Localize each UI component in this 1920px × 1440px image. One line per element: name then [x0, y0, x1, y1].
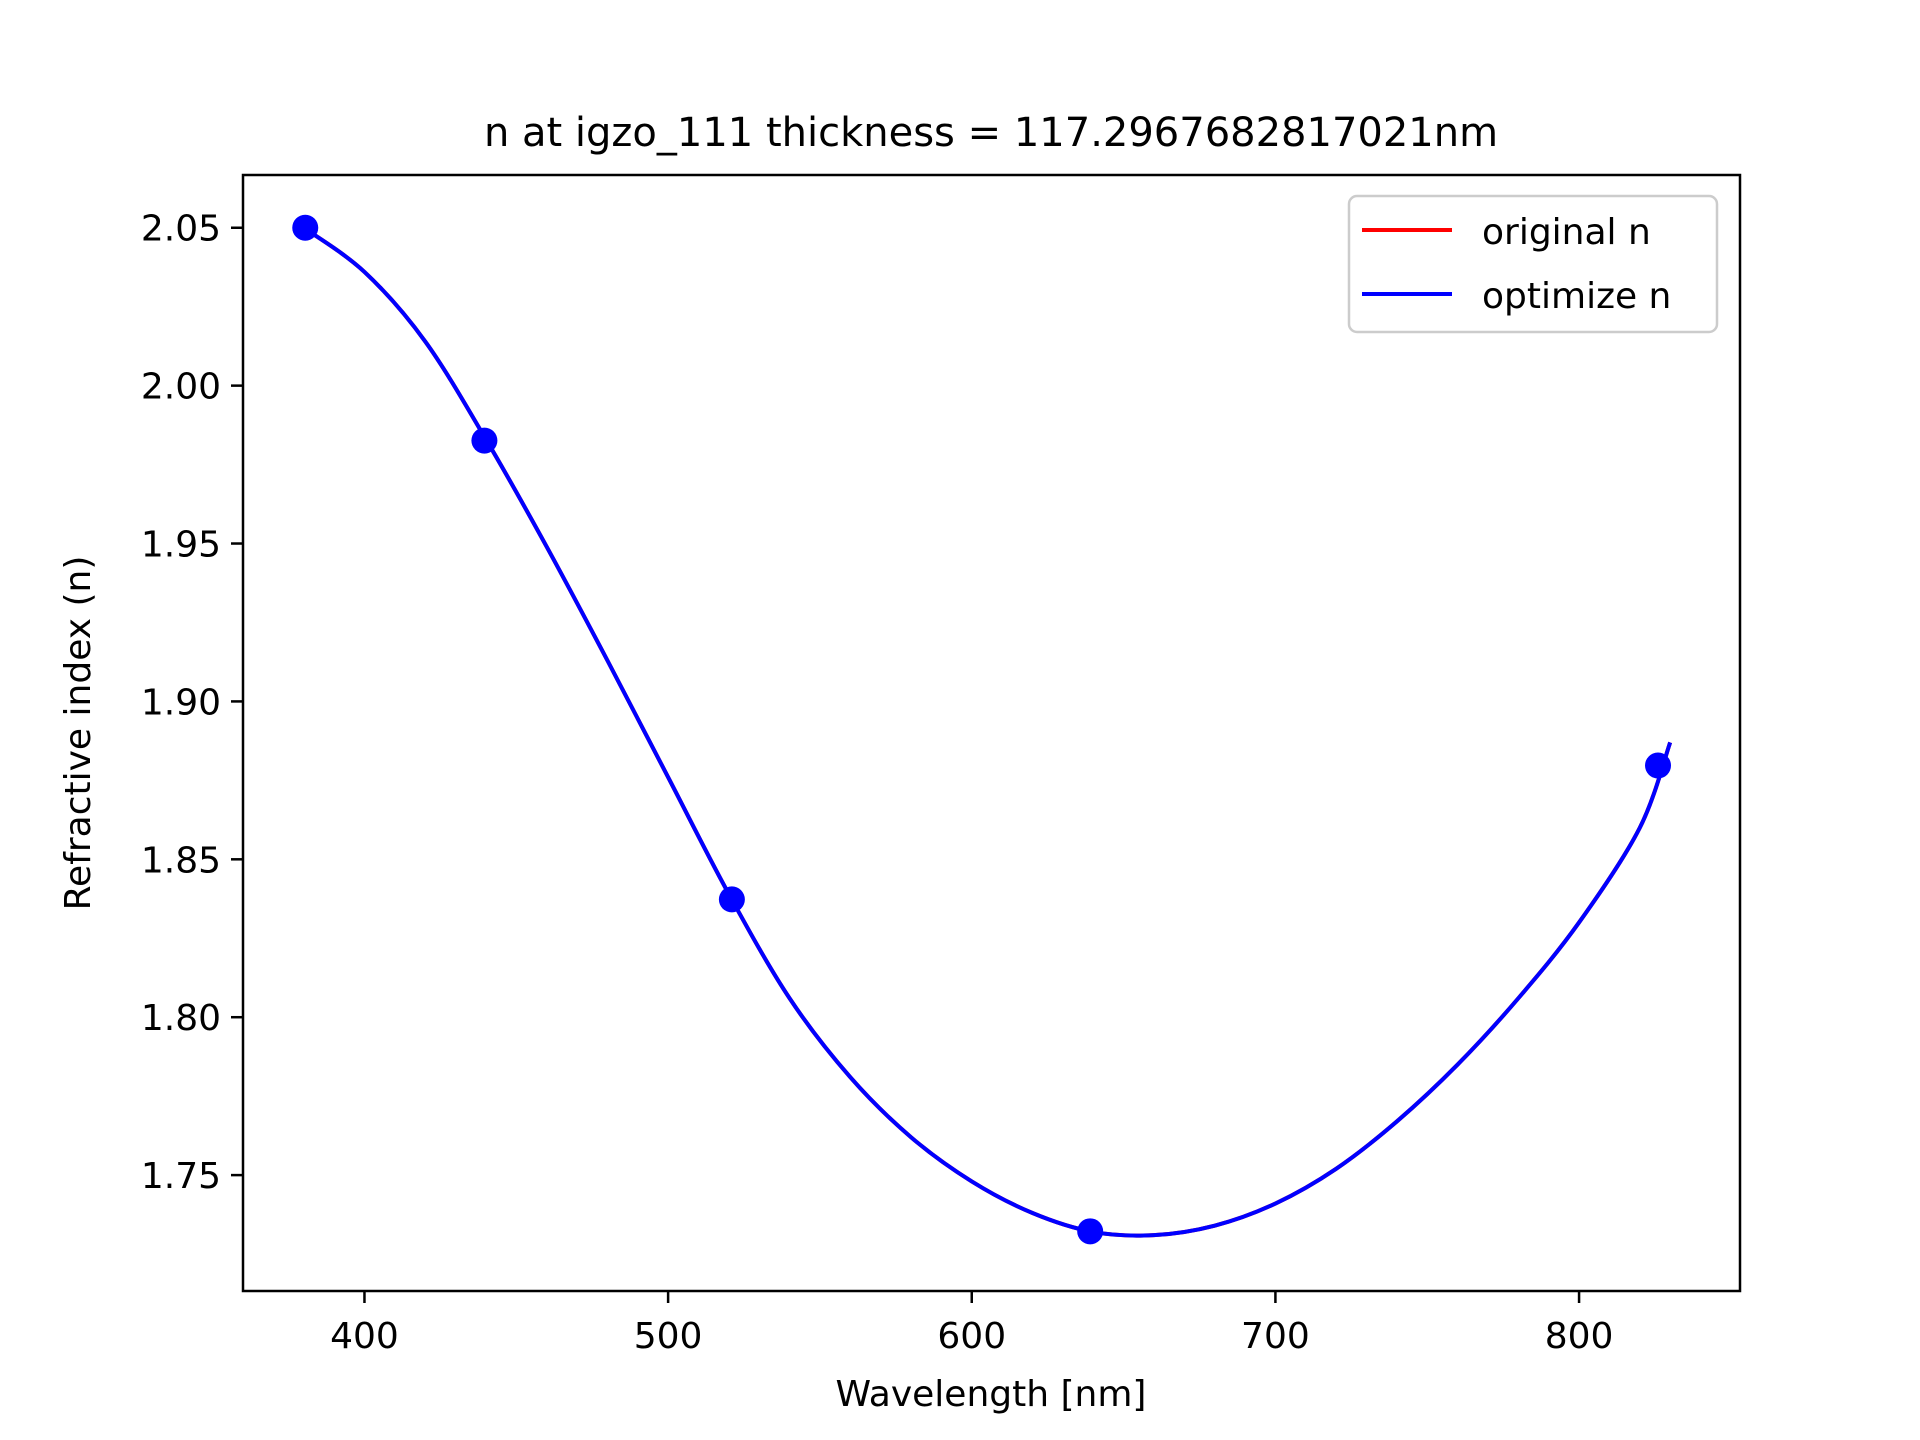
data-point-marker	[292, 214, 319, 241]
legend: original n optimize n	[1347, 194, 1719, 334]
y-tick-label: 1.80	[141, 998, 221, 1039]
y-axis-label: Refractive index (n)	[58, 556, 99, 911]
legend-label-optimize: optimize n	[1482, 276, 1671, 317]
plot-area	[241, 173, 1742, 1293]
x-tick-label: 400	[330, 1316, 399, 1357]
legend-label-original: original n	[1482, 212, 1651, 253]
y-tick-label: 2.05	[141, 209, 221, 250]
y-tick-label: 2.00	[141, 367, 221, 408]
series-layer	[302, 226, 1673, 1238]
y-tick-label: 1.95	[141, 525, 221, 566]
x-axis-ticks: 400 500 600 700 800	[330, 1291, 1613, 1357]
chart-title: n at igzo_111 thickness = 117.2967682817…	[484, 110, 1498, 156]
series-line-optimize-n	[302, 226, 1673, 1238]
x-axis-label: Wavelength [nm]	[836, 1374, 1147, 1415]
x-tick-label: 800	[1545, 1316, 1614, 1357]
data-point-marker	[1645, 752, 1672, 779]
y-tick-label: 1.75	[141, 1156, 221, 1197]
y-axis-ticks: 1.75 1.80 1.85 1.90 1.95 2.00 2.05	[141, 209, 243, 1197]
y-tick-label: 1.90	[141, 682, 221, 723]
data-point-marker	[471, 427, 498, 454]
x-tick-label: 500	[634, 1316, 703, 1357]
y-tick-label: 1.85	[141, 840, 221, 881]
axes-frame	[241, 173, 1742, 1293]
x-tick-label: 600	[937, 1316, 1006, 1357]
marker-layer	[292, 214, 1672, 1245]
x-tick-label: 700	[1241, 1316, 1310, 1357]
data-point-marker	[718, 886, 745, 913]
data-point-marker	[1077, 1218, 1104, 1245]
